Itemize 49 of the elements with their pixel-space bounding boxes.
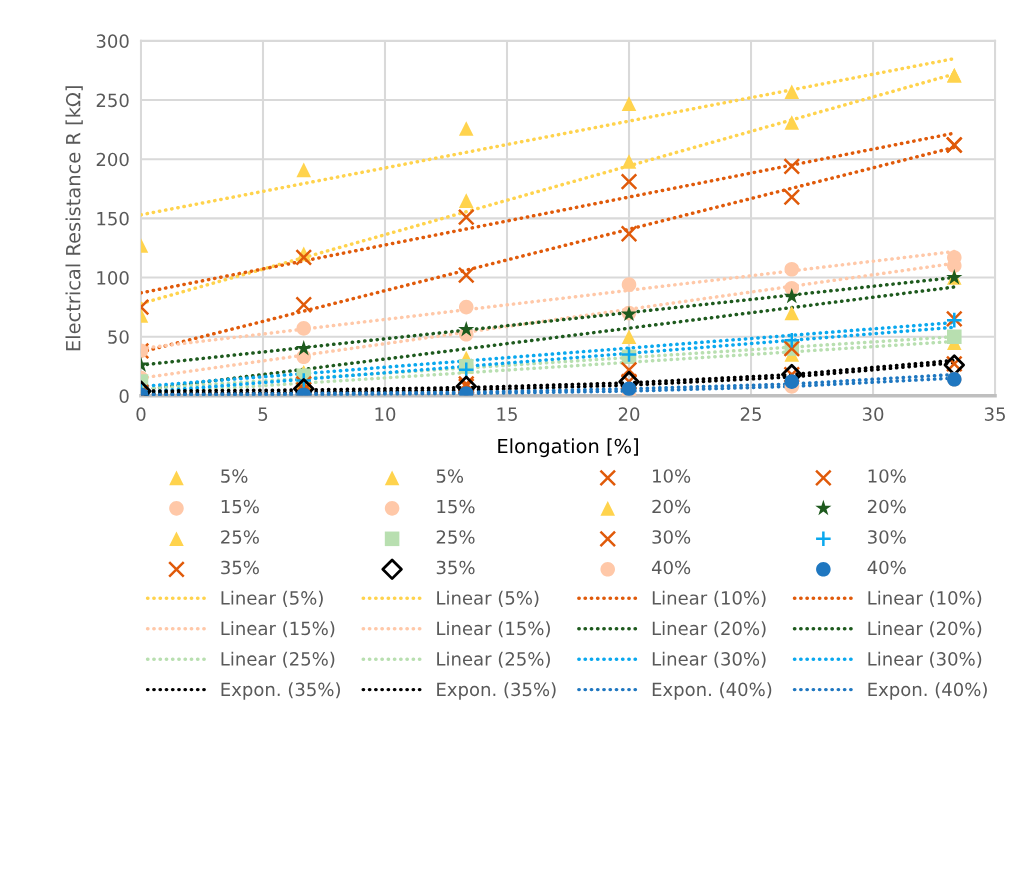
x-tick-label: 5: [258, 407, 268, 421]
legend-label: 40%: [867, 560, 906, 575]
legend-label: Linear (15%): [221, 621, 335, 638]
x-tick-label: 20: [618, 407, 640, 421]
legend-label: Expon. (35%): [437, 682, 556, 700]
y-tick-label: 50: [108, 330, 129, 344]
legend-label: Linear (30%): [868, 651, 982, 668]
legend-label: Linear (25%): [437, 651, 550, 668]
legend-label: Linear (15%): [437, 621, 550, 638]
legend-label: 10%: [868, 469, 906, 483]
x-tick-label: 0: [136, 407, 146, 421]
x-tick-label: 35: [984, 407, 1005, 421]
legend-label: Linear (20%): [652, 621, 766, 638]
legend-label: Linear (10%): [652, 590, 766, 607]
x-tick-label: 15: [497, 407, 517, 421]
legend-label: Linear (10%): [868, 590, 982, 607]
y-tick-label: 300: [96, 34, 129, 49]
legend-label: 40%: [651, 560, 691, 575]
x-tick-label: 10: [375, 407, 396, 421]
legend-label: Linear (5%): [221, 590, 323, 607]
legend-label: 5%: [436, 469, 464, 483]
x-tick-label: 30: [862, 407, 884, 421]
y-tick-label: 150: [97, 211, 129, 226]
legend-label: 15%: [221, 499, 259, 514]
legend-label: 15%: [437, 499, 475, 514]
y-tick-label: 100: [97, 270, 129, 285]
y-axis-title: Electrical Resistance R [kΩ]: [65, 86, 83, 351]
legend-label: Linear (5%): [437, 590, 539, 607]
legend-label: 20%: [868, 499, 906, 514]
legend-label: 20%: [652, 499, 691, 514]
x-tick-label: 25: [740, 407, 761, 421]
legend-label: Expon. (40%): [868, 682, 987, 700]
legend-label: 10%: [653, 469, 691, 483]
legend-label: Expon. (40%): [652, 682, 772, 700]
legend-label: 35%: [221, 560, 259, 575]
legend-label: 5%: [221, 469, 248, 483]
legend-label: 30%: [652, 530, 691, 544]
legend-label: 25%: [436, 530, 475, 544]
legend-label: Linear (20%): [868, 621, 982, 638]
legend-label: 25%: [221, 530, 259, 544]
legend-label: Linear (30%): [652, 651, 766, 668]
legend-label: Linear (25%): [221, 651, 335, 668]
legend-label: 35%: [436, 560, 475, 575]
legend-label: 30%: [868, 530, 906, 544]
x-axis-title: Elongation [%]: [498, 438, 638, 458]
y-tick-label: 200: [96, 152, 129, 167]
y-tick-label: 250: [96, 93, 129, 108]
legend-label: Expon. (35%): [221, 682, 340, 700]
y-tick-label: 0: [119, 389, 129, 403]
